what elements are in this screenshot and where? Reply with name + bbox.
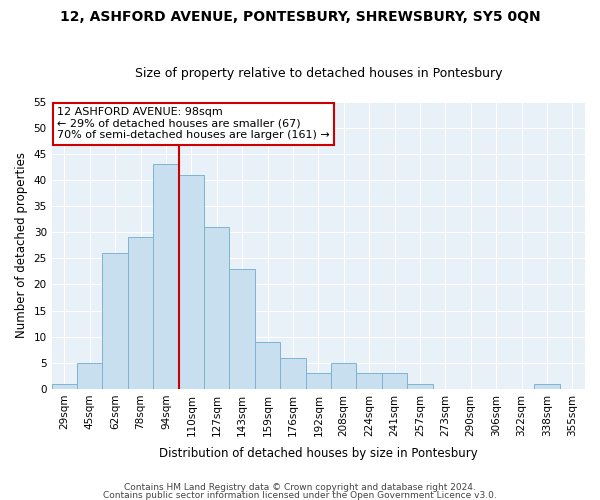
Text: Contains public sector information licensed under the Open Government Licence v3: Contains public sector information licen… bbox=[103, 491, 497, 500]
Text: Contains HM Land Registry data © Crown copyright and database right 2024.: Contains HM Land Registry data © Crown c… bbox=[124, 484, 476, 492]
Bar bbox=[77, 363, 103, 389]
Bar bbox=[103, 253, 128, 389]
Title: Size of property relative to detached houses in Pontesbury: Size of property relative to detached ho… bbox=[134, 66, 502, 80]
Bar bbox=[229, 268, 255, 389]
Bar bbox=[204, 227, 229, 389]
Bar bbox=[153, 164, 179, 389]
Bar bbox=[52, 384, 77, 389]
Bar bbox=[280, 358, 305, 389]
Text: 12, ASHFORD AVENUE, PONTESBURY, SHREWSBURY, SY5 0QN: 12, ASHFORD AVENUE, PONTESBURY, SHREWSBU… bbox=[59, 10, 541, 24]
Bar bbox=[179, 174, 204, 389]
X-axis label: Distribution of detached houses by size in Pontesbury: Distribution of detached houses by size … bbox=[159, 447, 478, 460]
Bar bbox=[255, 342, 280, 389]
Bar bbox=[356, 373, 382, 389]
Bar bbox=[305, 373, 331, 389]
Text: 12 ASHFORD AVENUE: 98sqm
← 29% of detached houses are smaller (67)
70% of semi-d: 12 ASHFORD AVENUE: 98sqm ← 29% of detach… bbox=[57, 107, 330, 140]
Y-axis label: Number of detached properties: Number of detached properties bbox=[15, 152, 28, 338]
Bar bbox=[534, 384, 560, 389]
Bar bbox=[407, 384, 433, 389]
Bar bbox=[128, 238, 153, 389]
Bar bbox=[382, 373, 407, 389]
Bar bbox=[331, 363, 356, 389]
